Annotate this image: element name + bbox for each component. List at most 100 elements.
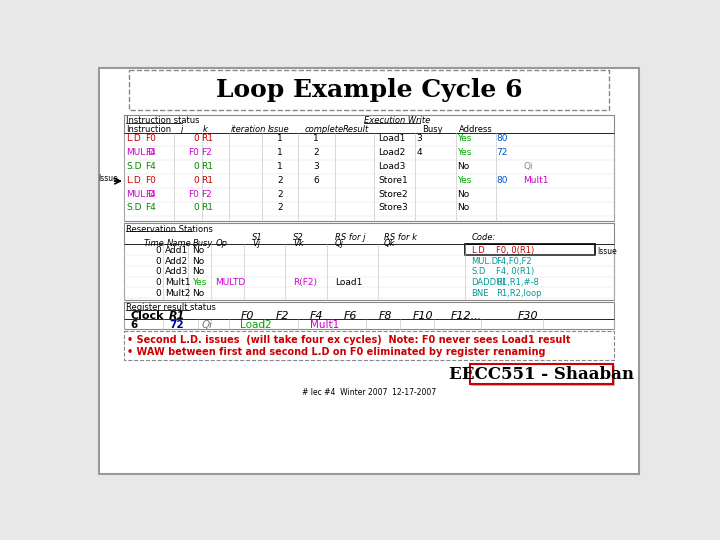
Text: 0: 0: [194, 204, 199, 212]
Text: 1: 1: [277, 148, 283, 157]
Text: No: No: [192, 289, 204, 298]
FancyBboxPatch shape: [99, 68, 639, 475]
Text: MUL.D: MUL.D: [127, 190, 156, 199]
Text: Qk: Qk: [384, 239, 395, 248]
Text: Clock: Clock: [130, 311, 164, 321]
Text: R1: R1: [201, 204, 213, 212]
Text: Execution Write: Execution Write: [364, 117, 431, 125]
Text: 4: 4: [416, 148, 422, 157]
Text: Register result status: Register result status: [127, 303, 216, 313]
Text: F6: F6: [344, 311, 358, 321]
Text: 6: 6: [130, 320, 138, 330]
Text: complete: complete: [305, 125, 344, 134]
Text: 72: 72: [496, 148, 508, 157]
Text: 0: 0: [156, 278, 161, 287]
Text: k: k: [203, 125, 208, 134]
Text: F2: F2: [201, 148, 212, 157]
Text: F0: F0: [145, 176, 156, 185]
Text: # lec #4  Winter 2007  12-17-2007: # lec #4 Winter 2007 12-17-2007: [302, 388, 436, 397]
Text: Mult1: Mult1: [310, 320, 339, 330]
Text: Qi: Qi: [202, 320, 212, 330]
Text: F4: F4: [145, 162, 156, 171]
Text: R1: R1: [201, 162, 213, 171]
Text: F12...: F12...: [451, 311, 482, 321]
Text: L.D: L.D: [127, 176, 141, 185]
Text: S.D: S.D: [127, 162, 142, 171]
Text: Name: Name: [167, 239, 192, 248]
Text: Code:: Code:: [472, 233, 495, 242]
Text: Mult2: Mult2: [165, 289, 191, 298]
Text: R(F2): R(F2): [293, 278, 317, 287]
Text: F2: F2: [276, 311, 289, 321]
Text: 80: 80: [496, 134, 508, 143]
Text: • WAW between first and second L.D on F0 eliminated by register renaming: • WAW between first and second L.D on F0…: [127, 347, 546, 356]
Text: Store3: Store3: [378, 204, 408, 212]
Text: Vk: Vk: [293, 239, 304, 248]
Text: F2: F2: [201, 190, 212, 199]
Text: No: No: [457, 162, 469, 171]
Text: RS for j: RS for j: [335, 233, 365, 242]
Text: Load2: Load2: [240, 320, 272, 330]
Text: Yes: Yes: [457, 176, 472, 185]
Text: Address: Address: [459, 125, 492, 134]
Text: 0: 0: [156, 289, 161, 298]
Text: Add2: Add2: [165, 256, 189, 266]
Text: Load3: Load3: [378, 162, 405, 171]
Text: • Second L.D. issues  (will take four ex cycles)  Note: F0 never sees Load1 resu: • Second L.D. issues (will take four ex …: [127, 335, 571, 345]
Text: 72: 72: [169, 320, 184, 330]
Text: MUL.D: MUL.D: [472, 256, 498, 266]
FancyBboxPatch shape: [124, 331, 614, 361]
Text: 3: 3: [416, 134, 422, 143]
FancyBboxPatch shape: [469, 364, 613, 384]
Text: 0: 0: [156, 246, 161, 255]
Text: Qj: Qj: [335, 239, 344, 248]
Text: F0: F0: [189, 148, 199, 157]
Text: Loop Example Cycle 6: Loop Example Cycle 6: [216, 78, 522, 102]
Text: F30: F30: [518, 311, 539, 321]
Text: F8: F8: [378, 311, 392, 321]
Text: Busy: Busy: [423, 125, 443, 134]
Text: Issue: Issue: [99, 174, 119, 183]
Text: R1,R2,loop: R1,R2,loop: [496, 289, 541, 298]
Text: Qi: Qi: [523, 162, 533, 171]
Text: Yes: Yes: [457, 134, 472, 143]
Text: 80: 80: [496, 176, 508, 185]
Text: 6: 6: [313, 176, 319, 185]
Text: MUL.D: MUL.D: [127, 148, 156, 157]
Text: 0: 0: [194, 162, 199, 171]
Text: No: No: [192, 267, 204, 276]
Text: No: No: [457, 204, 469, 212]
Text: F10: F10: [413, 311, 433, 321]
Text: iteration: iteration: [231, 125, 266, 134]
Text: BNE: BNE: [472, 289, 489, 298]
Text: S.D: S.D: [472, 267, 486, 276]
Text: R1,R1,#-8: R1,R1,#-8: [496, 278, 539, 287]
Text: Vj: Vj: [252, 239, 260, 248]
Text: Busy: Busy: [192, 239, 212, 248]
Text: F4, 0(R1): F4, 0(R1): [496, 267, 534, 276]
Text: L.D: L.D: [127, 134, 141, 143]
Text: RS for k: RS for k: [384, 233, 417, 242]
Text: Issue: Issue: [267, 125, 289, 134]
Text: Result: Result: [343, 125, 369, 134]
FancyBboxPatch shape: [124, 224, 614, 300]
Text: Mult1: Mult1: [523, 176, 549, 185]
Text: Load1: Load1: [378, 134, 405, 143]
Text: 0: 0: [156, 256, 161, 266]
Text: Time: Time: [143, 239, 164, 248]
Text: Yes: Yes: [457, 148, 472, 157]
Text: j: j: [181, 125, 183, 134]
Text: F0: F0: [240, 311, 254, 321]
Text: 0: 0: [156, 267, 161, 276]
Text: Yes: Yes: [192, 278, 207, 287]
FancyBboxPatch shape: [465, 244, 595, 255]
Text: No: No: [192, 246, 204, 255]
Text: F4: F4: [145, 204, 156, 212]
Text: 1: 1: [277, 134, 283, 143]
Text: 3: 3: [313, 162, 319, 171]
Text: S2: S2: [293, 233, 304, 242]
Text: F0, 0(R1): F0, 0(R1): [496, 246, 534, 255]
FancyBboxPatch shape: [124, 302, 614, 329]
Text: Store1: Store1: [378, 176, 408, 185]
Text: F4: F4: [145, 148, 156, 157]
